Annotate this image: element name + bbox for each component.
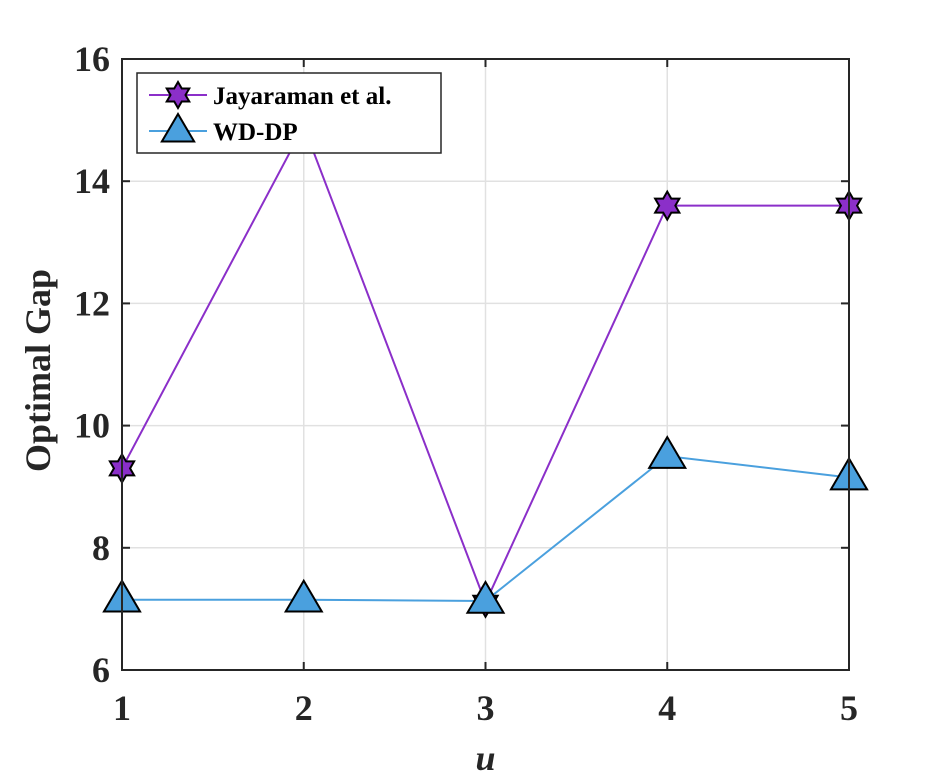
y-tick-label: 10	[74, 406, 110, 446]
y-tick-label: 6	[92, 650, 110, 690]
x-tick-label: 3	[477, 688, 495, 728]
triangle-marker	[647, 435, 688, 469]
y-tick-label: 12	[74, 283, 110, 323]
legend-label: WD-DP	[213, 119, 298, 146]
hexagram-marker	[165, 79, 191, 111]
x-tick-label: 1	[113, 688, 131, 728]
x-tick-label: 5	[840, 688, 858, 728]
x-tick-label: 2	[295, 688, 313, 728]
grid-lines	[121, 58, 850, 671]
legend-label: Jayaraman et al.	[213, 83, 391, 110]
y-axis-label: Optimal Gap	[18, 269, 58, 472]
triangle-marker	[283, 578, 324, 613]
legend: Jayaraman et al. WD-DP	[136, 72, 442, 154]
y-tick-label: 8	[92, 528, 110, 568]
hexagram-marker	[653, 189, 682, 222]
y-tick-label: 14	[74, 161, 110, 201]
x-axis-label: u	[475, 738, 495, 778]
x-tick-label: 4	[658, 688, 676, 728]
y-tick-label: 16	[74, 39, 110, 79]
triangle-marker	[160, 112, 196, 143]
triangle-marker	[465, 579, 506, 614]
